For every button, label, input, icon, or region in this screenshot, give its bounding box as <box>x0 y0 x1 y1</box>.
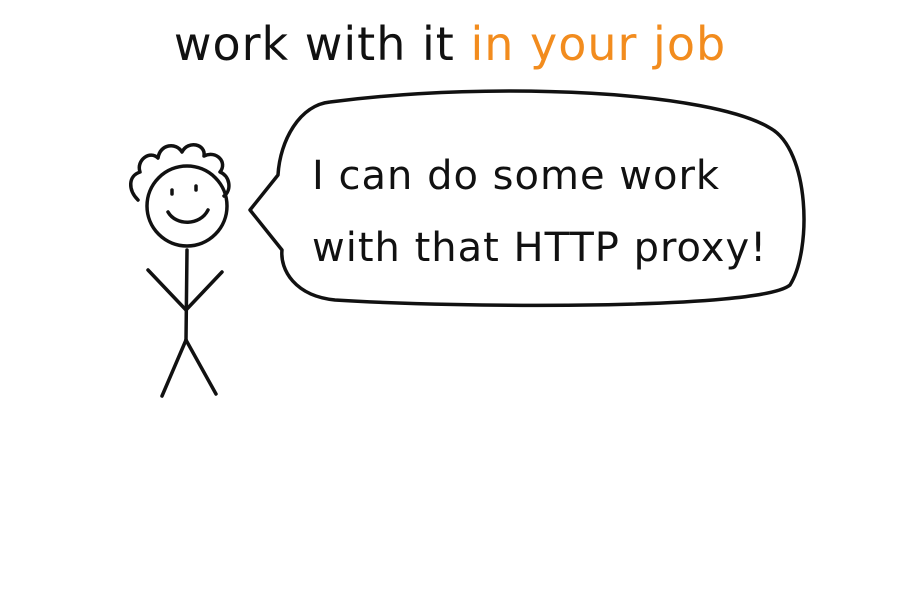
title-accent: in your job <box>470 17 727 71</box>
stick-figure-icon <box>129 143 231 398</box>
speech-bubble-text: I can do some work with that HTTP proxy! <box>312 140 782 284</box>
title-main: work with it <box>173 17 455 71</box>
speech-line-2: with that HTTP proxy! <box>312 225 768 271</box>
speech-line-1: I can do some work <box>312 153 721 199</box>
speech-bubble <box>248 89 806 308</box>
page-title: work with it in your job <box>0 14 900 74</box>
